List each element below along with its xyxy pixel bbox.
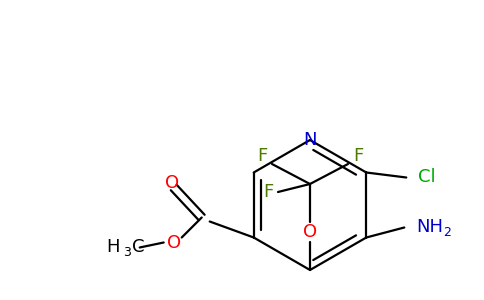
Text: C: C [132,238,144,256]
Text: H: H [106,238,120,256]
Text: F: F [353,147,363,165]
Text: O: O [166,233,181,251]
Text: F: F [263,183,273,201]
Text: NH: NH [416,218,443,236]
Text: O: O [165,173,179,191]
Text: Cl: Cl [418,169,436,187]
Text: N: N [303,131,317,149]
Text: F: F [257,147,267,165]
Text: 3: 3 [123,246,131,259]
Text: 2: 2 [443,226,451,239]
Text: O: O [303,223,317,241]
